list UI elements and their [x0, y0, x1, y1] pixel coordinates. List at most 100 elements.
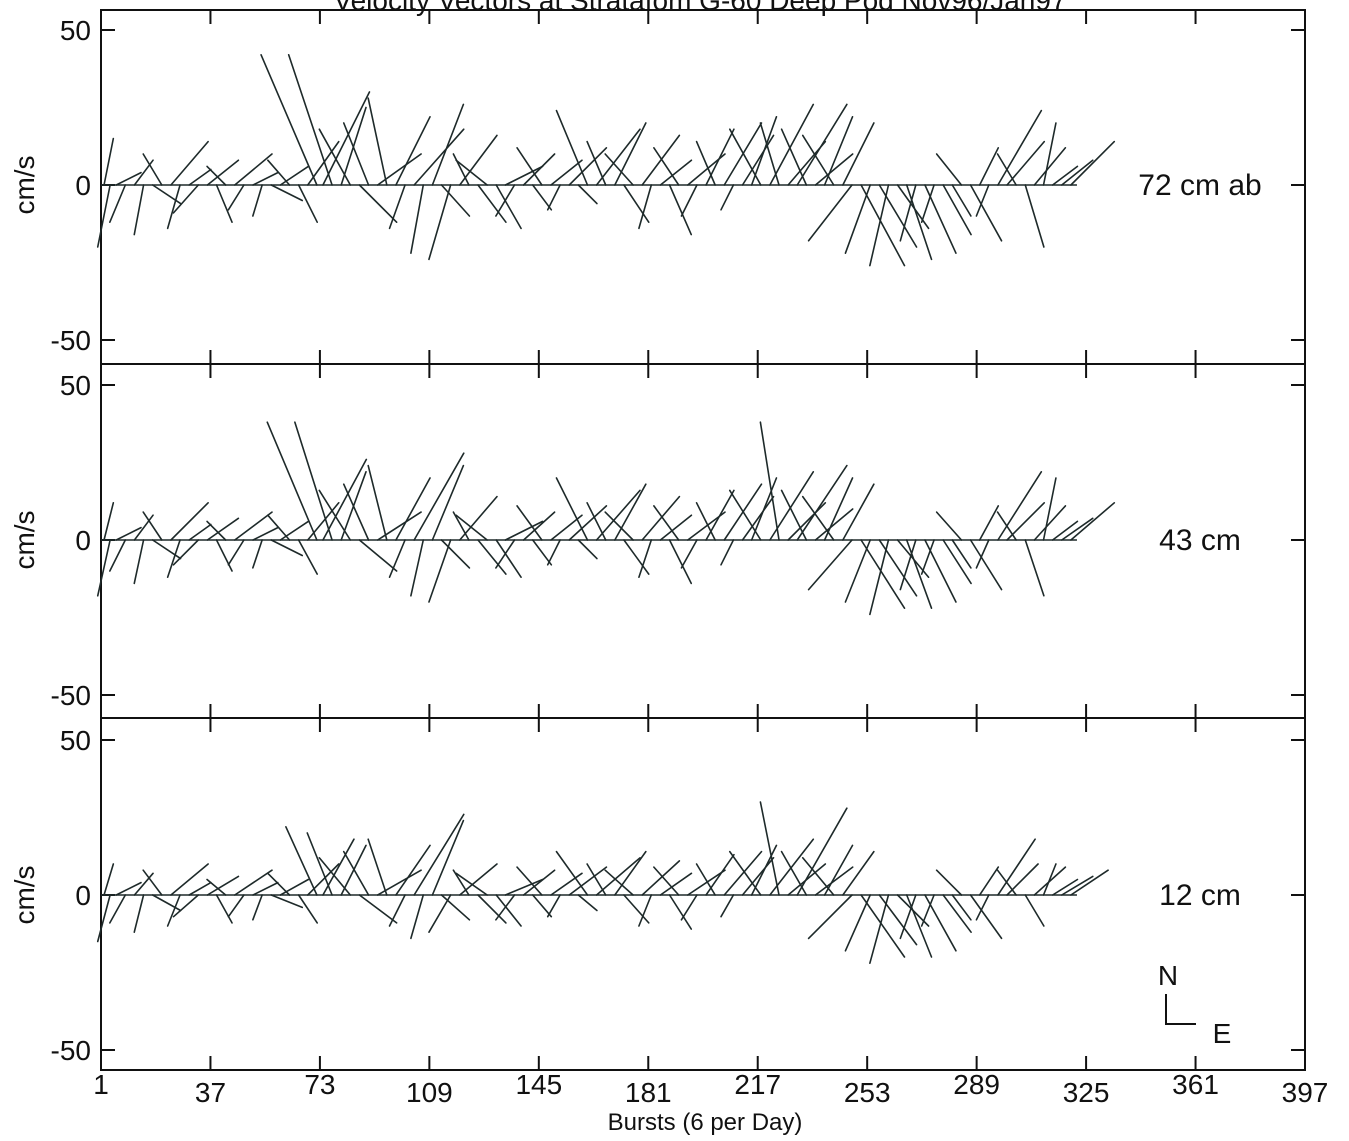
velocity-stick [899, 184, 917, 242]
velocity-stick [780, 850, 808, 896]
velocity-stick [546, 184, 561, 211]
velocity-stick [522, 511, 556, 541]
velocity-stick [595, 856, 641, 896]
velocity-stick [318, 128, 352, 186]
velocity-stick [728, 850, 762, 896]
velocity-stick [905, 894, 933, 958]
velocity-stick [318, 489, 352, 541]
velocity-stick [428, 539, 452, 603]
y-tick-label: 50 [60, 370, 91, 401]
velocity-stick [728, 128, 762, 186]
velocity-stick [215, 539, 233, 572]
velocity-stick [935, 511, 963, 541]
velocity-stick [188, 881, 212, 896]
velocity-stick [495, 894, 522, 927]
velocity-stick [279, 520, 310, 541]
velocity-stick [206, 520, 227, 541]
velocity-stick [604, 511, 634, 541]
velocity-stick [899, 894, 917, 940]
velocity-stick [270, 184, 304, 202]
velocity-stick [1042, 122, 1057, 186]
velocity-stick [550, 159, 583, 186]
velocity-stick [170, 863, 209, 896]
velocity-stick [376, 511, 422, 541]
velocity-stick [142, 869, 163, 896]
velocity-stick [680, 184, 698, 217]
velocity-stick [659, 514, 693, 541]
velocity-stick [109, 894, 127, 924]
x-tick-label: 325 [1063, 1077, 1110, 1108]
velocity-stick [270, 894, 304, 909]
velocity-stick [680, 539, 698, 569]
velocity-stick [869, 894, 890, 965]
velocity-stick [455, 159, 488, 186]
velocity-stick [997, 470, 1043, 541]
velocity-stick [750, 116, 778, 186]
velocity-stick [413, 128, 465, 186]
x-axis-title: Bursts (6 per Day) [608, 1109, 803, 1136]
velocity-stick [516, 505, 543, 541]
velocity-stick [133, 514, 154, 541]
velocity-stick [522, 869, 556, 896]
velocity-stick [1051, 520, 1079, 541]
velocity-stick [413, 813, 465, 896]
velocity-stick [969, 539, 1003, 591]
velocity-stick [1033, 505, 1067, 541]
velocity-stick [96, 894, 111, 943]
velocity-stick [924, 894, 957, 952]
velocity-stick [796, 103, 848, 186]
velocity-stick [1042, 477, 1057, 541]
velocity-stick [318, 856, 352, 896]
depth-label: 72 cm ab [1138, 169, 1261, 202]
velocity-stick [920, 184, 935, 223]
velocity-stick [641, 860, 681, 896]
velocity-stick [151, 184, 182, 205]
velocity-stick [1060, 159, 1094, 186]
velocity-stick [297, 894, 319, 924]
velocity-stick [860, 894, 906, 958]
velocity-stick [252, 881, 279, 896]
velocity-stick [1024, 539, 1045, 597]
velocity-stick [440, 184, 471, 217]
velocity-stick [951, 539, 972, 569]
velocity-stick [720, 539, 735, 566]
velocity-stick [428, 894, 452, 934]
velocity-stick [452, 153, 470, 186]
velocity-stick [172, 184, 200, 214]
velocity-stick [780, 489, 808, 541]
velocity-stick [215, 894, 233, 924]
velocity-stick [878, 184, 918, 248]
velocity-stick [577, 539, 598, 560]
compass-east-label: E [1213, 1018, 1232, 1049]
velocity-stick [823, 477, 854, 541]
velocity-stick [595, 489, 641, 541]
velocity-stick [769, 838, 815, 896]
velocity-stick [653, 147, 680, 186]
velocity-stick [823, 844, 854, 896]
x-tick-label: 181 [625, 1077, 672, 1108]
velocity-stick [844, 539, 872, 603]
y-tick-label: 0 [75, 170, 91, 201]
velocity-stick [252, 526, 279, 541]
velocity-stick [270, 539, 304, 557]
velocity-stick [695, 863, 716, 896]
panel-frame [100, 363, 1306, 719]
velocity-stick [206, 875, 240, 896]
x-tick-label: 73 [304, 1069, 335, 1100]
velocity-stick [920, 539, 935, 575]
velocity-stick [170, 501, 209, 541]
velocity-stick [133, 872, 154, 896]
velocity-stick [896, 184, 930, 230]
velocity-stick [899, 539, 917, 591]
chart-title: Velocity Vectors at Stratafom G-60 Deep … [333, 0, 1066, 16]
velocity-stick [878, 539, 918, 597]
velocity-stick [869, 539, 890, 616]
velocity-stick [458, 495, 498, 541]
velocity-stick [455, 872, 488, 896]
velocity-stick [233, 869, 273, 896]
velocity-stick [769, 470, 815, 541]
depth-label: 43 cm [1159, 524, 1241, 557]
velocity-stick [388, 184, 406, 230]
y-tick-label: -50 [51, 680, 91, 711]
velocity-stick [431, 464, 465, 541]
